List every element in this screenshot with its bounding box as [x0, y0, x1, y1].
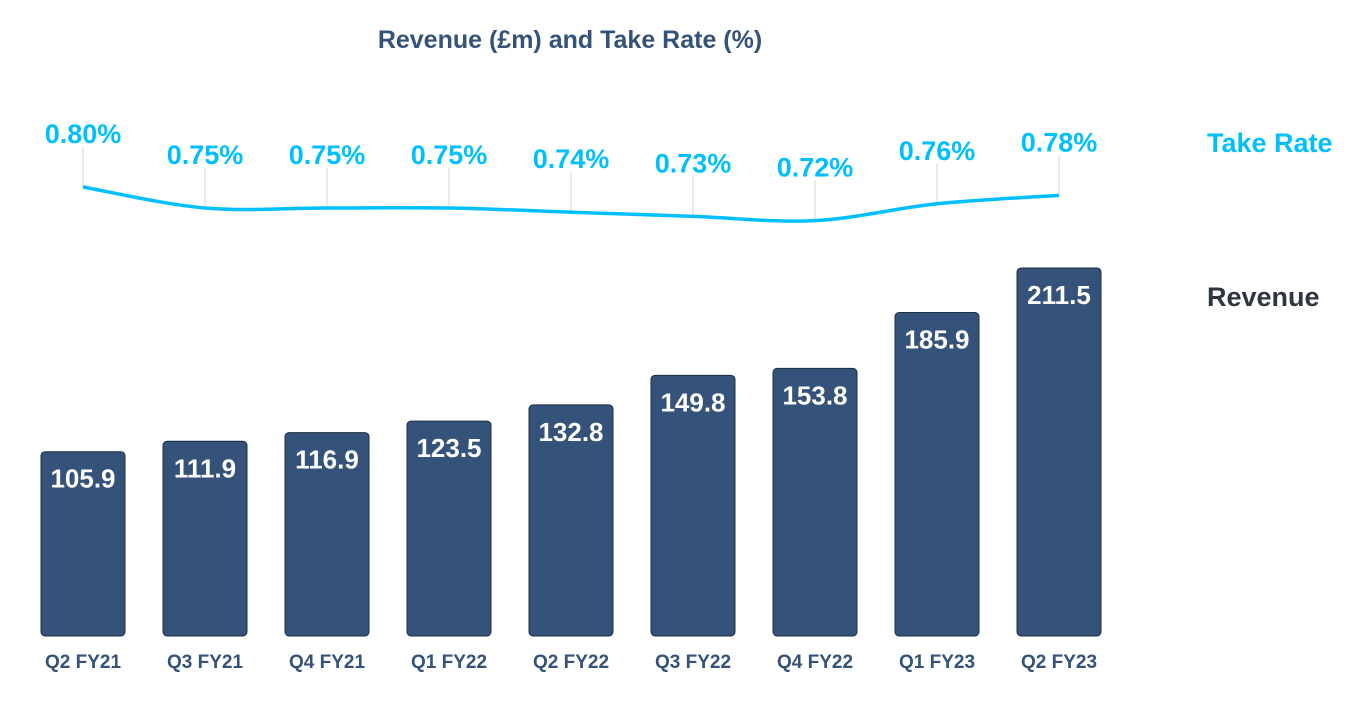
- bar-label-8: 211.5: [1027, 280, 1091, 310]
- bar-0: [40, 451, 126, 637]
- take-rate-label-1: 0.75%: [167, 140, 244, 170]
- chart-title: Revenue (£m) and Take Rate (%): [377, 26, 763, 54]
- x-tick-label-4: Q2 FY22: [533, 652, 609, 673]
- bar-label-1: 111.9: [174, 453, 236, 483]
- take-rate-label-6: 0.72%: [777, 153, 854, 183]
- legend-revenue: Revenue: [1207, 282, 1320, 312]
- x-tick-label-5: Q3 FY22: [655, 652, 731, 673]
- take-rate-label-0: 0.80%: [45, 119, 122, 149]
- take-rate-label-7: 0.76%: [899, 136, 976, 166]
- bar-8: [1016, 267, 1102, 637]
- bar-1: [162, 440, 248, 637]
- bar-2: [284, 432, 370, 637]
- x-tick-label-7: Q1 FY23: [899, 652, 975, 673]
- x-tick-label-6: Q4 FY22: [777, 652, 853, 673]
- bar-label-5: 149.8: [660, 387, 725, 417]
- bar-label-2: 116.9: [295, 445, 359, 475]
- take-rate-label-2: 0.75%: [289, 140, 366, 170]
- x-tick-label-8: Q2 FY23: [1021, 652, 1097, 673]
- x-tick-label-3: Q1 FY22: [411, 652, 487, 673]
- bar-label-6: 153.8: [782, 380, 847, 410]
- x-tick-label-1: Q3 FY21: [167, 652, 243, 673]
- bar-4: [528, 404, 614, 637]
- x-tick-label-2: Q4 FY21: [289, 652, 365, 673]
- bar-label-3: 123.5: [416, 433, 481, 463]
- bar-5: [650, 374, 736, 637]
- bar-6: [772, 367, 858, 637]
- legend-take-rate: Take Rate: [1207, 128, 1333, 158]
- take-rate-label-8: 0.78%: [1021, 127, 1098, 157]
- take-rate-label-4: 0.74%: [533, 144, 610, 174]
- bar-label-7: 185.9: [904, 325, 969, 355]
- bar-7: [894, 312, 980, 637]
- x-tick-label-0: Q2 FY21: [45, 652, 121, 673]
- bar-label-0: 105.9: [50, 464, 115, 494]
- take-rate-label-3: 0.75%: [411, 140, 488, 170]
- bar-label-4: 132.8: [538, 417, 603, 447]
- bar-3: [406, 420, 492, 637]
- take-rate-line: [82, 185, 1060, 223]
- take-rate-label-5: 0.73%: [655, 148, 732, 178]
